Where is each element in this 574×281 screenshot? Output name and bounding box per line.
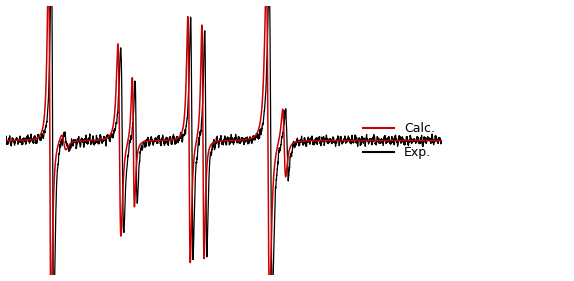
Legend: Calc., Exp.: Calc., Exp. — [358, 117, 440, 164]
